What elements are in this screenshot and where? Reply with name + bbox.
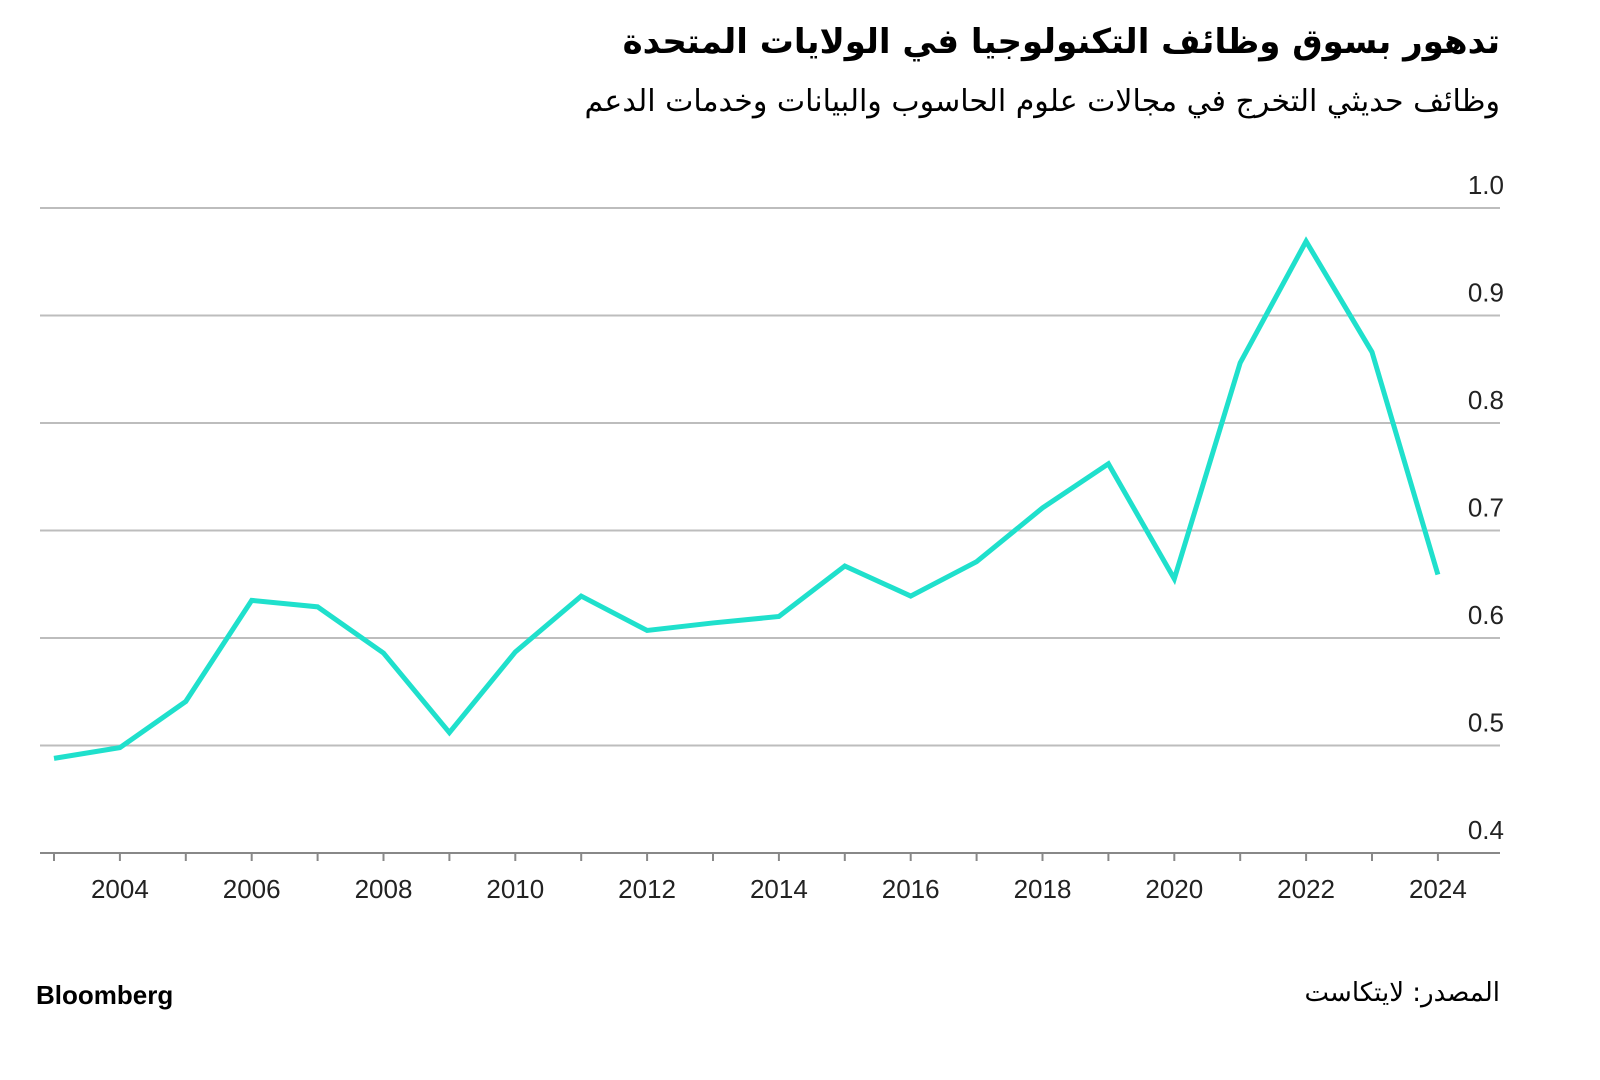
x-tick-label: 2008 bbox=[355, 874, 413, 904]
x-tick-label: 2004 bbox=[91, 874, 149, 904]
x-tick-label: 2012 bbox=[618, 874, 676, 904]
x-tick-label: 2020 bbox=[1145, 874, 1203, 904]
x-tick-label: 2010 bbox=[486, 874, 544, 904]
y-tick-label: 0.5 bbox=[1468, 708, 1504, 738]
y-tick-label: 0.7 bbox=[1468, 493, 1504, 523]
source-note: المصدر: لايتكاست bbox=[1304, 978, 1500, 1008]
x-tick-label: 2014 bbox=[750, 874, 808, 904]
x-tick-label: 2022 bbox=[1277, 874, 1335, 904]
x-tick-label: 2016 bbox=[882, 874, 940, 904]
bloomberg-logo: Bloomberg bbox=[36, 980, 174, 1010]
y-tick-label: 0.6 bbox=[1468, 600, 1504, 630]
y-tick-label: 1.0 bbox=[1468, 170, 1504, 200]
chart-title: تدهور بسوق وظائف التكنولوجيا في الولايات… bbox=[622, 22, 1500, 62]
x-tick-label: 2006 bbox=[223, 874, 281, 904]
y-tick-label: 0.4 bbox=[1468, 815, 1504, 845]
y-tick-label: 0.9 bbox=[1468, 278, 1504, 308]
x-tick-label: 2018 bbox=[1014, 874, 1072, 904]
y-tick-label: 0.8 bbox=[1468, 385, 1504, 415]
series-line bbox=[53, 236, 1441, 761]
x-tick-label: 2024 bbox=[1409, 874, 1467, 904]
chart-subtitle: وظائف حديثي التخرج في مجالات علوم الحاسو… bbox=[584, 84, 1500, 119]
